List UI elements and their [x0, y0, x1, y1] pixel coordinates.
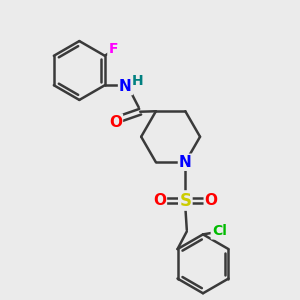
Text: O: O: [109, 115, 122, 130]
Text: Cl: Cl: [212, 224, 226, 239]
Text: H: H: [132, 74, 144, 88]
Text: S: S: [179, 191, 191, 209]
Text: F: F: [108, 42, 118, 56]
Text: O: O: [205, 193, 218, 208]
Text: O: O: [153, 193, 166, 208]
Text: N: N: [179, 155, 192, 170]
Text: N: N: [119, 79, 132, 94]
